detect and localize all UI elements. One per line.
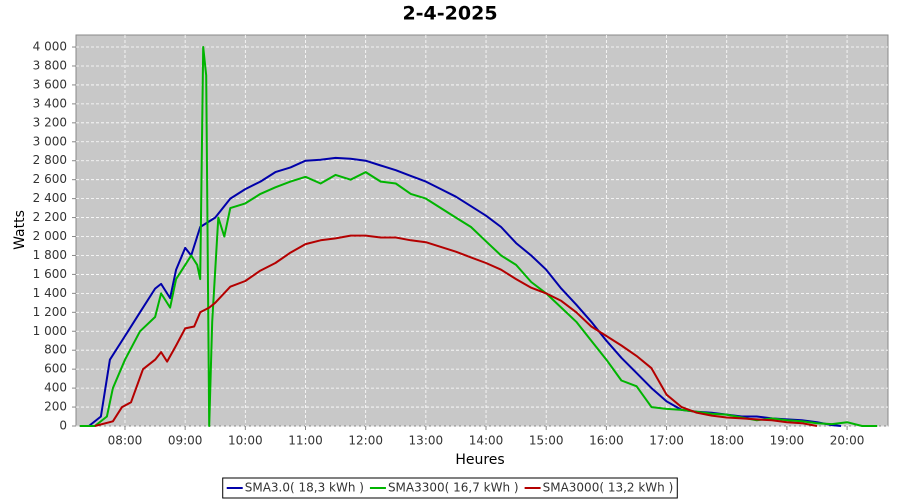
x-tick-label: 09:00 [168, 434, 203, 448]
y-tick-label: 1 400 [33, 286, 67, 300]
y-tick-label: 2 400 [33, 191, 67, 205]
y-tick-label: 200 [44, 400, 67, 414]
y-tick-label: 0 [59, 419, 67, 433]
y-tick-label: 3 000 [33, 134, 67, 148]
legend-label: SMA3000( 13,2 kWh ) [543, 481, 674, 495]
legend: SMA3.0( 18,3 kWh ) SMA3300( 16,7 kWh ) SMA… [226, 481, 674, 495]
series-line [94, 234, 818, 427]
y-tick-label: 2 600 [33, 172, 67, 186]
legend-box [222, 477, 678, 499]
y-tick-label: 3 200 [33, 115, 67, 129]
y-tick-label: 1 600 [33, 267, 67, 281]
x-tick-label: 10:00 [228, 434, 263, 448]
x-tick-label: 14:00 [469, 434, 504, 448]
x-axis-label: Heures [455, 452, 504, 468]
x-tick-label: 15:00 [529, 434, 564, 448]
x-tick-label: 11:00 [288, 434, 323, 448]
chart-title: 2-4-2025 [402, 3, 497, 25]
legend-label: SMA3.0( 18,3 kWh ) [245, 481, 364, 495]
plot-area [75, 34, 889, 427]
y-axis-label: Watts [12, 210, 28, 250]
x-tick-label: 18:00 [709, 434, 744, 448]
x-tick-label: 12:00 [348, 434, 383, 448]
y-tick-label: 3 800 [33, 58, 67, 72]
x-tick-label: 16:00 [589, 434, 624, 448]
y-tick-label: 2 800 [33, 153, 67, 167]
x-tick-label: 20:00 [830, 434, 865, 448]
x-tick-label: 08:00 [108, 434, 143, 448]
y-tick-label: 1 000 [33, 324, 67, 338]
y-tick-label: 800 [44, 343, 67, 357]
y-tick-label: 3 400 [33, 96, 67, 110]
x-tick-label: 13:00 [409, 434, 444, 448]
y-tick-label: 2 200 [33, 210, 67, 224]
series-line [79, 46, 878, 427]
x-tick-label: 19:00 [770, 434, 805, 448]
legend-label: SMA3300( 16,7 kWh ) [388, 481, 519, 495]
y-tick-label: 400 [44, 381, 67, 395]
y-tick-label: 3 600 [33, 77, 67, 91]
y-tick-label: 1 800 [33, 248, 67, 262]
y-tick-label: 1 200 [33, 305, 67, 319]
y-tick-label: 2 000 [33, 229, 67, 243]
y-tick-label: 600 [44, 362, 67, 376]
x-tick-label: 17:00 [649, 434, 684, 448]
y-tick-label: 4 000 [33, 40, 67, 54]
